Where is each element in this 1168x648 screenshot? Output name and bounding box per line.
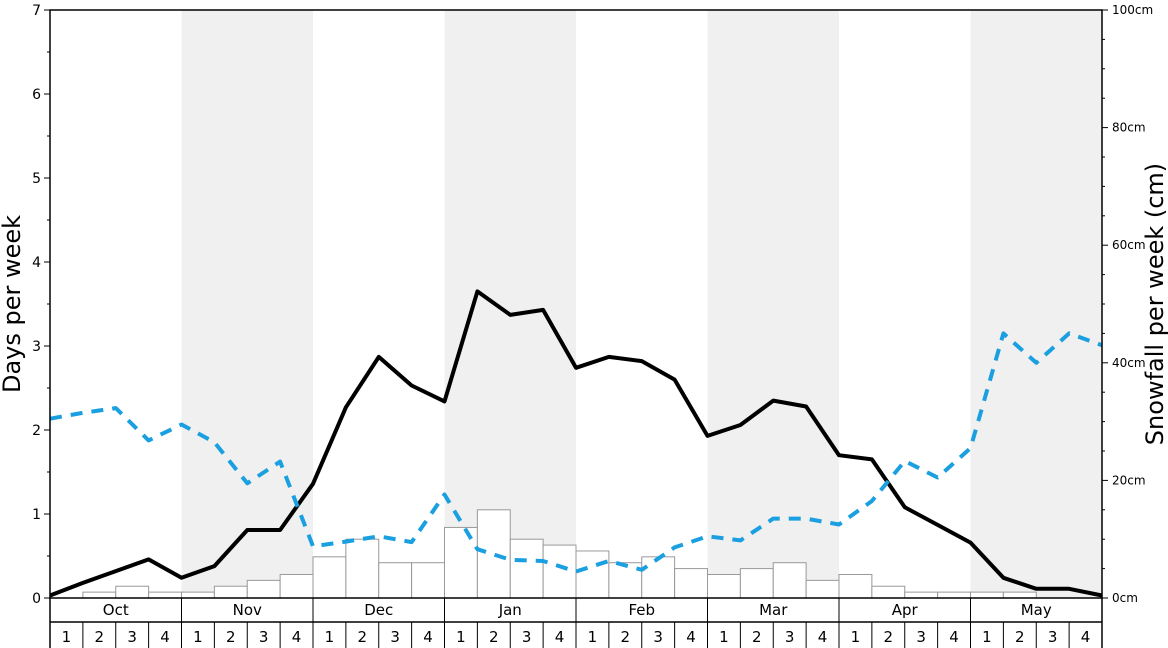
left-axis-label: Days per week bbox=[0, 215, 26, 393]
week-label: 4 bbox=[686, 628, 696, 646]
week-label: 3 bbox=[522, 628, 532, 646]
month-band-jan bbox=[444, 10, 576, 598]
snowfall-bar bbox=[707, 573, 741, 599]
snowfall-bar bbox=[181, 591, 215, 599]
month-label: Mar bbox=[759, 601, 788, 619]
snowfall-bar bbox=[476, 509, 511, 599]
left-tick-label: 5 bbox=[32, 171, 41, 187]
snowfall-bar bbox=[937, 591, 971, 599]
snowfall-bar bbox=[148, 591, 182, 599]
month-label: Nov bbox=[233, 601, 262, 619]
week-label: 3 bbox=[390, 628, 400, 646]
month-axis: Oct 1 2 3 4 Nov 1 2 3 4 Dec 1 2 3 4 Jan 1 2 3 4 Feb 1 2 3 4 Mar 1 2… bbox=[49, 598, 1103, 648]
right-axis: 0cm 20cm 40cm 60cm 80cm 100cm bbox=[1102, 3, 1153, 605]
week-label: 4 bbox=[292, 628, 302, 646]
right-tick-label: 40cm bbox=[1112, 356, 1146, 370]
snowfall-bar bbox=[838, 573, 873, 599]
week-label: 1 bbox=[325, 628, 335, 646]
snowfall-bar bbox=[805, 579, 840, 599]
right-tick-label: 100cm bbox=[1112, 3, 1153, 17]
left-tick-label: 3 bbox=[32, 339, 41, 355]
week-label: 3 bbox=[653, 628, 663, 646]
snowfall-bar bbox=[871, 585, 906, 599]
week-label: 2 bbox=[621, 628, 631, 646]
week-label: 1 bbox=[982, 628, 992, 646]
snowfall-bar bbox=[345, 538, 380, 599]
snowfall-bar bbox=[444, 526, 478, 599]
right-tick-label: 20cm bbox=[1112, 473, 1146, 487]
week-label: 2 bbox=[1015, 628, 1025, 646]
snowfall-bar bbox=[772, 562, 807, 599]
week-label: 4 bbox=[160, 628, 170, 646]
week-label: 4 bbox=[555, 628, 565, 646]
left-tick-label: 2 bbox=[32, 423, 41, 439]
month-label: May bbox=[1021, 601, 1052, 619]
month-label: Feb bbox=[628, 601, 655, 619]
month-band-nov bbox=[181, 10, 313, 598]
snowfall-bar bbox=[608, 562, 643, 599]
week-label: 2 bbox=[489, 628, 499, 646]
snowfall-bar bbox=[739, 568, 774, 599]
week-label: 2 bbox=[884, 628, 894, 646]
week-label: 2 bbox=[752, 628, 762, 646]
week-label: 2 bbox=[95, 628, 105, 646]
month-label: Jan bbox=[498, 601, 522, 619]
right-tick-label: 60cm bbox=[1112, 238, 1146, 252]
snowfall-bar bbox=[641, 556, 676, 599]
week-label: 3 bbox=[1048, 628, 1058, 646]
snowfall-bar bbox=[904, 591, 939, 599]
snowfall-bars bbox=[82, 509, 1037, 599]
week-label: 1 bbox=[719, 628, 729, 646]
week-label: 4 bbox=[818, 628, 828, 646]
snowfall-bar bbox=[674, 568, 708, 599]
week-label: 4 bbox=[1081, 628, 1091, 646]
week-label: 1 bbox=[851, 628, 861, 646]
week-label: 1 bbox=[456, 628, 466, 646]
week-label: 3 bbox=[785, 628, 795, 646]
snowfall-bar bbox=[312, 556, 347, 599]
snowfall-bar bbox=[542, 544, 577, 599]
week-label: 1 bbox=[588, 628, 598, 646]
snowfall-bar bbox=[970, 591, 1004, 599]
snowfall-bar bbox=[411, 562, 445, 599]
week-label: 1 bbox=[193, 628, 203, 646]
snowfall-bar bbox=[378, 562, 413, 599]
left-tick-label: 4 bbox=[32, 255, 41, 271]
week-label: 3 bbox=[127, 628, 137, 646]
month-label: Oct bbox=[103, 601, 129, 619]
week-label: 1 bbox=[62, 628, 72, 646]
week-label: 4 bbox=[423, 628, 433, 646]
snowfall-bar bbox=[509, 538, 544, 599]
left-tick-label: 6 bbox=[32, 87, 41, 103]
week-label: 2 bbox=[358, 628, 368, 646]
month-bands bbox=[181, 10, 1102, 598]
left-tick-label: 0 bbox=[32, 591, 41, 607]
snowfall-bar bbox=[1002, 591, 1037, 599]
week-label: 3 bbox=[916, 628, 926, 646]
snowfall-bar bbox=[575, 550, 610, 599]
month-label: Dec bbox=[364, 601, 393, 619]
solid-series-line bbox=[49, 289, 1103, 598]
month-band-mar bbox=[707, 10, 839, 598]
month-label: Apr bbox=[892, 601, 919, 619]
chart-lines bbox=[49, 289, 1103, 598]
right-tick-label: 80cm bbox=[1112, 121, 1146, 135]
snowfall-bar bbox=[246, 579, 281, 599]
left-tick-label: 1 bbox=[32, 507, 41, 523]
snowfall-bar bbox=[279, 573, 314, 599]
left-tick-label: 7 bbox=[32, 3, 41, 19]
month-band-may bbox=[970, 10, 1102, 598]
week-label: 4 bbox=[949, 628, 959, 646]
week-label: 2 bbox=[226, 628, 236, 646]
snowfall-bar bbox=[115, 585, 150, 599]
right-axis-label: Snowfall per week (cm) bbox=[1141, 163, 1168, 445]
left-axis: 0 1 2 3 4 5 6 7 bbox=[32, 3, 50, 607]
right-tick-label: 0cm bbox=[1112, 591, 1138, 605]
week-label: 3 bbox=[259, 628, 269, 646]
snowfall-bar bbox=[213, 585, 248, 599]
snowfall-bar bbox=[82, 591, 117, 599]
